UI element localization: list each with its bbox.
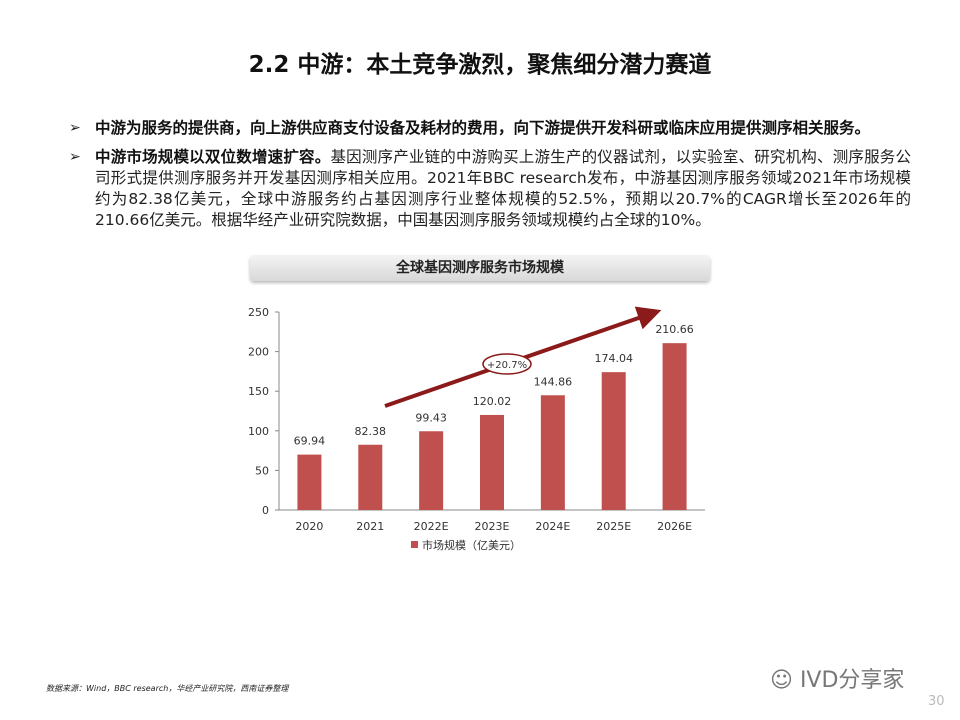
x-tick-label: 2022E bbox=[414, 520, 449, 533]
bar bbox=[419, 431, 444, 510]
bullet-1: ➢ 中游为服务的提供商，向上游供应商支付设备及耗材的费用，向下游提供开发科研或临… bbox=[69, 118, 911, 139]
bullet-list: ➢ 中游为服务的提供商，向上游供应商支付设备及耗材的费用，向下游提供开发科研或临… bbox=[69, 118, 911, 239]
cagr-ellipse bbox=[482, 353, 532, 375]
bar bbox=[358, 444, 383, 510]
data-label: 174.04 bbox=[594, 352, 633, 365]
bar-chart: 0 50 100 150 200 250 +20.7% 69.94 2020 82.38 2021 9… bbox=[248, 306, 705, 552]
y-tick-label: 250 bbox=[248, 306, 269, 319]
bullet-1-bold: 中游为服务的提供商，向上游供应商支付设备及耗材的费用，向下游提供开发科研或临床应… bbox=[95, 119, 871, 137]
bullet-2-bold: 中游市场规模以双位数增速扩容。 bbox=[95, 148, 331, 166]
legend-swatch bbox=[411, 541, 418, 548]
watermark-logo: ☺ IVD分享家 bbox=[770, 662, 904, 694]
data-label: 120.02 bbox=[473, 395, 512, 408]
bar bbox=[662, 343, 687, 510]
slide-content: 2.2 中游：本土竞争激烈，聚焦细分潜力赛道 ➢ 中游为服务的提供商，向上游供应… bbox=[0, 50, 960, 558]
source-note: 数据来源：Wind，BBC research，华经产业研究院，西南证券整理 bbox=[46, 684, 289, 693]
cagr-label: +20.7% bbox=[487, 360, 527, 371]
data-label: 69.94 bbox=[294, 435, 326, 448]
slide-title: 2.2 中游：本土竞争激烈，聚焦细分潜力赛道 bbox=[248, 52, 712, 78]
data-label: 144.86 bbox=[534, 375, 573, 388]
bullet-2: ➢ 中游市场规模以双位数增速扩容。基因测序产业链的中游购买上游生产的仪器试剂，以… bbox=[69, 147, 911, 231]
x-tick-label: 2021 bbox=[356, 520, 384, 533]
chart-container: 全球基因测序服务市场规模 0 50 100 150 200 250 +20.7% 69.94 2… bbox=[230, 255, 730, 558]
legend-label: 市场规模（亿美元） bbox=[422, 538, 521, 552]
y-tick-label: 100 bbox=[248, 425, 269, 438]
x-tick-label: 2026E bbox=[657, 520, 692, 533]
data-label: 210.66 bbox=[655, 323, 694, 336]
bar bbox=[540, 395, 565, 510]
bar bbox=[601, 372, 626, 510]
data-label: 99.43 bbox=[415, 411, 447, 424]
y-tick-label: 200 bbox=[248, 346, 269, 359]
y-tick-label: 150 bbox=[248, 385, 269, 398]
bullet-2-text: 基因测序产业链的中游购买上游生产的仪器试剂，以实验室、研究机构、测序服务公司形式… bbox=[95, 148, 911, 229]
watermark-text: IVD分享家 bbox=[799, 668, 905, 693]
x-tick-label: 2024E bbox=[535, 520, 570, 533]
x-tick-label: 2025E bbox=[596, 520, 631, 533]
y-tick-label: 0 bbox=[262, 504, 269, 517]
bar bbox=[297, 454, 322, 510]
chart-title: 全球基因测序服务市场规模 bbox=[250, 255, 710, 281]
data-label: 82.38 bbox=[355, 425, 387, 438]
x-tick-label: 2023E bbox=[475, 520, 510, 533]
y-tick-label: 50 bbox=[255, 464, 269, 477]
bar bbox=[480, 414, 504, 510]
page-number: 30 bbox=[928, 694, 945, 709]
x-tick-label: 2020 bbox=[295, 520, 323, 533]
wechat-icon: ☺ bbox=[770, 668, 793, 693]
arrow-bullet-icon: ➢ bbox=[69, 120, 81, 136]
arrow-bullet-icon: ➢ bbox=[69, 149, 81, 165]
